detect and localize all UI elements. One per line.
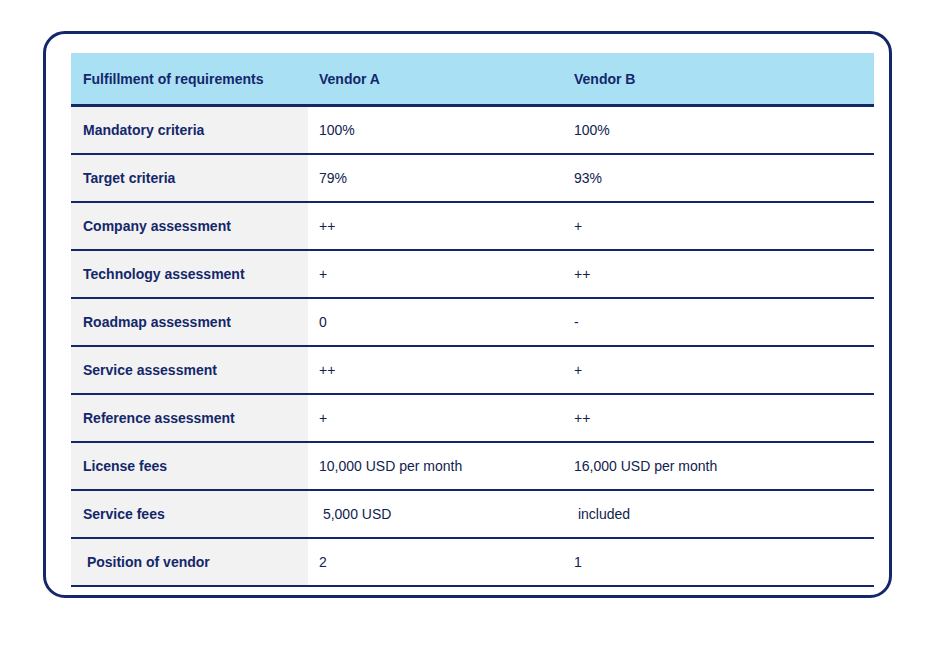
row-label: Service assessment — [71, 347, 308, 393]
header-criteria: Fulfillment of requirements — [71, 53, 308, 104]
vendor-b-value: ++ — [563, 251, 874, 297]
table-row: Position of vendor 2 1 — [71, 539, 874, 587]
table-row: Mandatory criteria 100% 100% — [71, 107, 874, 155]
vendor-a-value: ++ — [308, 347, 563, 393]
vendor-a-value: 79% — [308, 155, 563, 201]
vendor-a-value: 0 — [308, 299, 563, 345]
vendor-a-value: 5,000 USD — [308, 491, 563, 537]
row-label: Technology assessment — [71, 251, 308, 297]
row-label: Target criteria — [71, 155, 308, 201]
vendor-a-value: 2 — [308, 539, 563, 585]
vendor-a-value: ++ — [308, 203, 563, 249]
vendor-b-value: included — [563, 491, 874, 537]
row-label: Mandatory criteria — [71, 107, 308, 153]
vendor-b-value: 100% — [563, 107, 874, 153]
row-label: Company assessment — [71, 203, 308, 249]
vendor-b-value: 1 — [563, 539, 874, 585]
table-row: Roadmap assessment 0 - — [71, 299, 874, 347]
row-label: Reference assessment — [71, 395, 308, 441]
table-row: Target criteria 79% 93% — [71, 155, 874, 203]
vendor-a-value: 10,000 USD per month — [308, 443, 563, 489]
vendor-a-value: + — [308, 395, 563, 441]
row-label: License fees — [71, 443, 308, 489]
table-header-row: Fulfillment of requirements Vendor A Ven… — [71, 53, 874, 107]
header-vendor-b: Vendor B — [563, 53, 874, 104]
vendor-b-value: 16,000 USD per month — [563, 443, 874, 489]
vendor-b-value: + — [563, 347, 874, 393]
row-label: Roadmap assessment — [71, 299, 308, 345]
vendor-b-value: ++ — [563, 395, 874, 441]
row-label: Position of vendor — [71, 539, 308, 585]
table-row: Service assessment ++ + — [71, 347, 874, 395]
comparison-table: Fulfillment of requirements Vendor A Ven… — [71, 53, 874, 587]
table-row: License fees 10,000 USD per month 16,000… — [71, 443, 874, 491]
table-row: Service fees 5,000 USD included — [71, 491, 874, 539]
vendor-a-value: + — [308, 251, 563, 297]
vendor-b-value: - — [563, 299, 874, 345]
table-row: Company assessment ++ + — [71, 203, 874, 251]
vendor-b-value: 93% — [563, 155, 874, 201]
row-label: Service fees — [71, 491, 308, 537]
header-vendor-a: Vendor A — [308, 53, 563, 104]
table-row: Reference assessment + ++ — [71, 395, 874, 443]
table-row: Technology assessment + ++ — [71, 251, 874, 299]
vendor-comparison-card: Fulfillment of requirements Vendor A Ven… — [43, 31, 892, 598]
vendor-a-value: 100% — [308, 107, 563, 153]
vendor-b-value: + — [563, 203, 874, 249]
